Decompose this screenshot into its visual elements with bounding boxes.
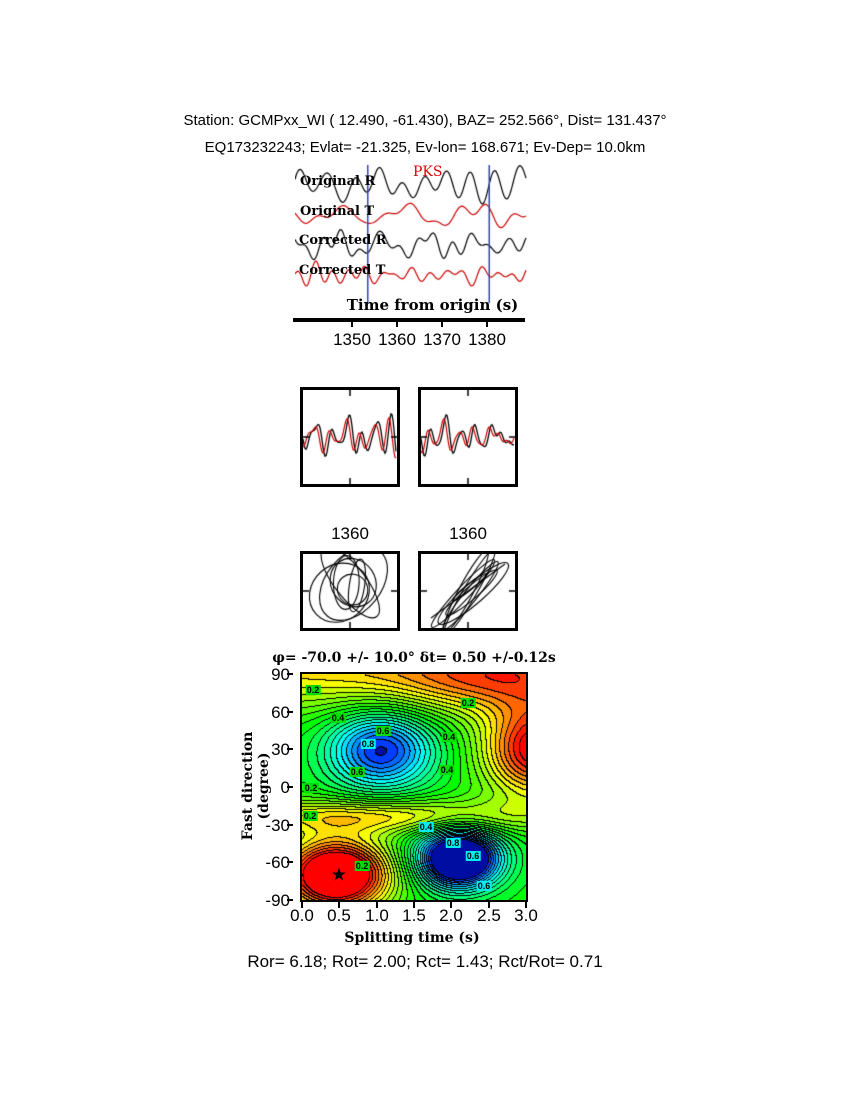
axis-tick-mark [287,673,293,675]
time-tick-1360: 1360 [378,330,416,349]
axis-tick-mark [413,902,415,908]
contour-value-label: 0.8 [445,838,461,848]
zoom-right-tick: 1360 [449,524,487,543]
time-tick-1380: 1380 [468,330,506,349]
axis-tick-mark [287,711,293,713]
axis-tick-mark [287,861,293,863]
axis-tick-mark [450,902,452,908]
xtick-0.0: 0.0 [290,906,314,925]
particle-motion-left [300,551,400,631]
ytick-60: 60 [271,703,290,722]
trace-label-corrected-r: Corrected R [299,233,387,248]
misfit-contour-frame [300,672,528,902]
event-header: EQ173232243; Evlat= -21.325, Ev-lon= 168… [204,139,646,156]
contour-value-label: 0.2 [354,861,370,871]
contour-value-label: 0.2 [303,783,319,793]
axis-tick-mark [376,902,378,908]
ytick-neg30: -30 [265,816,290,835]
station-header: Station: GCMPxx_WI ( 12.490, -61.430), B… [183,112,667,129]
axis-tick-mark [338,902,340,908]
axis-tick-mark [486,322,488,327]
best-fit-star: ★ [330,864,348,885]
axis-tick-mark [488,902,490,908]
time-tick-1370: 1370 [423,330,461,349]
axis-tick-mark [351,322,353,327]
contour-value-label: 0.4 [418,822,434,832]
trace-label-corrected-t: Corrected T [299,263,386,278]
axis-tick-mark [287,748,293,750]
axis-tick-mark [301,902,303,908]
ytick-90: 90 [271,665,290,684]
trace-label-original-t: Original T [300,204,375,219]
contour-value-label: 0.6 [349,767,365,777]
axis-tick-mark [287,786,293,788]
trace-label-original-r: Original R [300,174,376,189]
contour-value-label: 0.6 [476,881,492,891]
zoom-left-tick: 1360 [331,524,369,543]
axis-tick-mark [287,899,293,901]
misfit-contour-canvas [302,674,526,900]
particle-motion-right [418,551,518,631]
waveform-traces-canvas [295,163,527,305]
contour-value-label: 0.2 [305,685,321,695]
ytick-neg60: -60 [265,853,290,872]
contour-value-label: 0.8 [360,739,376,749]
time-axis-label: Time from origin (s) [346,296,519,314]
contour-x-axis-label: Splitting time (s) [344,930,480,946]
contour-value-label: 0.4 [439,765,455,775]
xtick-0.5: 0.5 [327,906,351,925]
xtick-2.5: 2.5 [477,906,501,925]
splitting-result-title: φ= -70.0 +/- 10.0° δt= 0.50 +/-0.12s [272,650,556,666]
contour-value-label: 0.2 [460,698,476,708]
zoom-panel-right [418,387,518,487]
ytick-neg90: -90 [265,891,290,910]
contour-value-label: 0.4 [441,732,457,742]
time-tick-1350: 1350 [333,330,371,349]
xtick-1.0: 1.0 [365,906,389,925]
xtick-2.0: 2.0 [439,906,463,925]
contour-value-label: 0.2 [302,811,318,821]
particle-left-canvas [303,554,397,628]
contour-value-label: 0.4 [330,713,346,723]
time-axis [293,318,525,322]
axis-tick-mark [525,902,527,908]
axis-tick-mark [441,322,443,327]
ytick-30: 30 [271,740,290,759]
phase-label: PKS [413,164,443,180]
contour-value-label: 0.6 [375,726,391,736]
contour-value-label: 0.6 [465,851,481,861]
zoom-panel-left [300,387,400,487]
zoom-right-canvas [421,390,515,484]
xtick-3.0: 3.0 [514,906,538,925]
xtick-1.5: 1.5 [402,906,426,925]
zoom-left-canvas [303,390,397,484]
axis-tick-mark [287,824,293,826]
quality-results-text: Ror= 6.18; Rot= 2.00; Rct= 1.43; Rct/Rot… [247,952,603,971]
axis-tick-mark [396,322,398,327]
ytick-0: 0 [280,778,290,797]
particle-right-canvas [421,554,515,628]
